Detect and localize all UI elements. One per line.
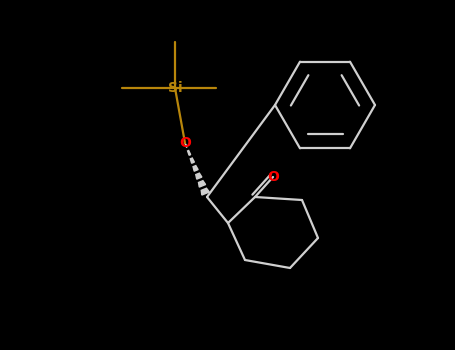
Polygon shape bbox=[193, 166, 198, 171]
Polygon shape bbox=[201, 188, 209, 195]
Polygon shape bbox=[198, 181, 206, 187]
Text: O: O bbox=[179, 136, 191, 150]
Text: O: O bbox=[267, 170, 279, 184]
Text: Si: Si bbox=[168, 81, 182, 95]
Polygon shape bbox=[196, 173, 202, 179]
Polygon shape bbox=[187, 150, 191, 155]
Polygon shape bbox=[185, 143, 187, 147]
Polygon shape bbox=[190, 158, 194, 163]
